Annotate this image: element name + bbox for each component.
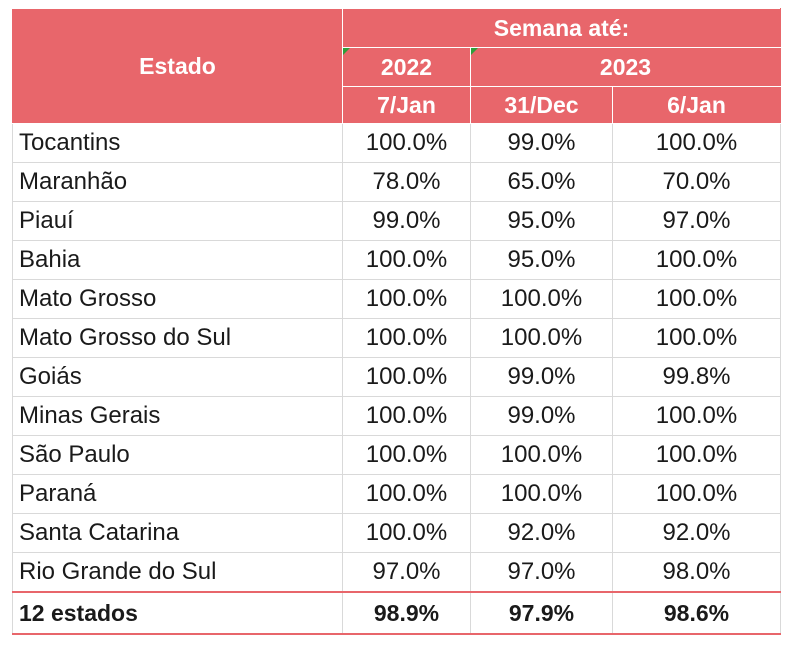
state-name: Goiás	[12, 357, 343, 397]
table-row: São Paulo 100.0% 100.0% 100.0%	[12, 435, 781, 475]
state-name: Minas Gerais	[12, 396, 343, 436]
table-row: Goiás 100.0% 99.0% 99.8%	[12, 357, 781, 397]
value-cell: 70.0%	[612, 162, 781, 202]
value-cell: 100.0%	[612, 279, 781, 319]
table-footer: 12 estados 98.9% 97.9% 98.6%	[12, 591, 781, 635]
table-row: Bahia 100.0% 95.0% 100.0%	[12, 240, 781, 280]
value-cell: 100.0%	[470, 318, 613, 358]
table-row: Tocantins 100.0% 99.0% 100.0%	[12, 123, 781, 163]
value-cell: 100.0%	[342, 279, 471, 319]
total-value: 98.6%	[612, 591, 781, 635]
table-row: Paraná 100.0% 100.0% 100.0%	[12, 474, 781, 514]
table-row: Rio Grande do Sul 97.0% 97.0% 98.0%	[12, 552, 781, 593]
value-cell: 100.0%	[470, 474, 613, 514]
total-value: 98.9%	[342, 591, 471, 635]
value-cell: 99.0%	[470, 357, 613, 397]
table-header: Estado Semana até: 2022 2023 7/Jan 31/De…	[12, 8, 781, 124]
value-cell: 100.0%	[342, 123, 471, 163]
harvest-progress-table: Estado Semana até: 2022 2023 7/Jan 31/De…	[12, 8, 781, 635]
header-semana: Semana até:	[342, 8, 781, 48]
value-cell: 98.0%	[612, 552, 781, 593]
value-cell: 65.0%	[470, 162, 613, 202]
table-row: Mato Grosso do Sul 100.0% 100.0% 100.0%	[12, 318, 781, 358]
value-cell: 95.0%	[470, 240, 613, 280]
value-cell: 100.0%	[342, 474, 471, 514]
table-row: Santa Catarina 100.0% 92.0% 92.0%	[12, 513, 781, 553]
state-name: Mato Grosso do Sul	[12, 318, 343, 358]
value-cell: 97.0%	[470, 552, 613, 593]
table-row: Mato Grosso 100.0% 100.0% 100.0%	[12, 279, 781, 319]
state-name: Tocantins	[12, 123, 343, 163]
value-cell: 100.0%	[612, 240, 781, 280]
comment-marker-icon	[343, 48, 350, 55]
value-cell: 100.0%	[612, 123, 781, 163]
state-name: Rio Grande do Sul	[12, 552, 343, 593]
header-date-3: 6/Jan	[612, 86, 781, 124]
value-cell: 100.0%	[612, 474, 781, 514]
value-cell: 100.0%	[342, 318, 471, 358]
value-cell: 100.0%	[342, 240, 471, 280]
value-cell: 92.0%	[612, 513, 781, 553]
value-cell: 78.0%	[342, 162, 471, 202]
total-value: 97.9%	[470, 591, 613, 635]
value-cell: 100.0%	[470, 435, 613, 475]
table-row: Piauí 99.0% 95.0% 97.0%	[12, 201, 781, 241]
header-estado: Estado	[12, 8, 343, 124]
state-name: Santa Catarina	[12, 513, 343, 553]
value-cell: 100.0%	[612, 435, 781, 475]
total-row: 12 estados 98.9% 97.9% 98.6%	[12, 591, 781, 635]
value-cell: 95.0%	[470, 201, 613, 241]
header-year-label: 2023	[599, 53, 652, 80]
state-name: São Paulo	[12, 435, 343, 475]
value-cell: 100.0%	[470, 279, 613, 319]
header-date-2: 31/Dec	[470, 86, 613, 124]
value-cell: 100.0%	[342, 513, 471, 553]
value-cell: 99.0%	[470, 123, 613, 163]
header-year-2022: 2022	[342, 47, 471, 87]
value-cell: 100.0%	[342, 357, 471, 397]
value-cell: 99.0%	[470, 396, 613, 436]
state-name: Paraná	[12, 474, 343, 514]
state-name: Bahia	[12, 240, 343, 280]
table-body: Tocantins 100.0% 99.0% 100.0% Maranhão 78.0%…	[12, 123, 781, 593]
state-name: Piauí	[12, 201, 343, 241]
header-year-label: 2022	[380, 53, 433, 80]
header-date-1: 7/Jan	[342, 86, 471, 124]
value-cell: 99.0%	[342, 201, 471, 241]
table-row: Minas Gerais 100.0% 99.0% 100.0%	[12, 396, 781, 436]
value-cell: 100.0%	[612, 318, 781, 358]
state-name: Maranhão	[12, 162, 343, 202]
total-label: 12 estados	[12, 591, 343, 635]
state-name: Mato Grosso	[12, 279, 343, 319]
comment-marker-icon	[471, 48, 478, 55]
value-cell: 92.0%	[470, 513, 613, 553]
value-cell: 99.8%	[612, 357, 781, 397]
table-row: Maranhão 78.0% 65.0% 70.0%	[12, 162, 781, 202]
value-cell: 97.0%	[342, 552, 471, 593]
header-year-2023: 2023	[470, 47, 781, 87]
value-cell: 100.0%	[612, 396, 781, 436]
value-cell: 97.0%	[612, 201, 781, 241]
value-cell: 100.0%	[342, 396, 471, 436]
value-cell: 100.0%	[342, 435, 471, 475]
